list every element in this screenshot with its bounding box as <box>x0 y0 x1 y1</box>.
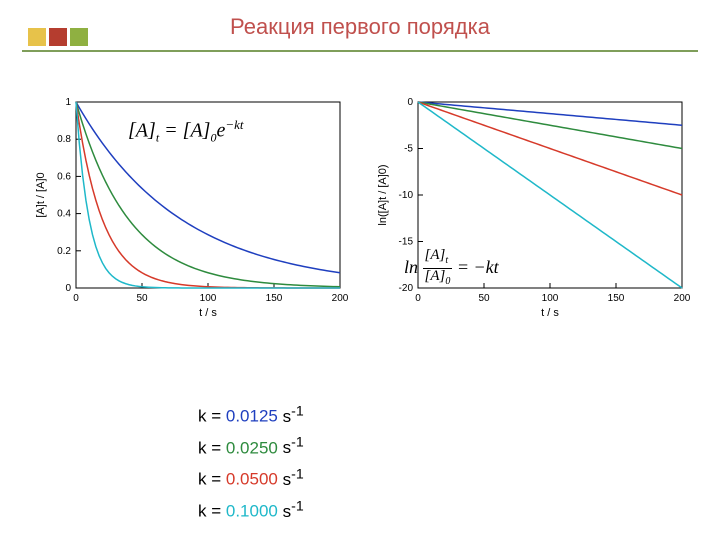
svg-text:100: 100 <box>542 293 559 304</box>
svg-text:0.4: 0.4 <box>57 209 71 220</box>
svg-text:0.2: 0.2 <box>57 246 71 257</box>
legend: k = 0.0125 s-1k = 0.0250 s-1k = 0.0500 s… <box>198 398 304 525</box>
equation-left: [A]t = [A]0e−kt <box>128 117 244 146</box>
svg-text:[A]t / [A]0: [A]t / [A]0 <box>35 172 47 217</box>
svg-text:-10: -10 <box>399 190 414 201</box>
svg-text:50: 50 <box>136 293 148 304</box>
svg-text:t / s: t / s <box>541 307 559 319</box>
page-title: Реакция первого порядка <box>0 14 720 40</box>
equation-right: ln [A]t [A]0 = −kt <box>404 247 499 288</box>
legend-item: k = 0.0250 s-1 <box>198 430 304 462</box>
svg-text:150: 150 <box>266 293 283 304</box>
legend-item: k = 0.0125 s-1 <box>198 398 304 430</box>
svg-text:0: 0 <box>65 283 71 294</box>
svg-text:150: 150 <box>608 293 625 304</box>
svg-text:0.8: 0.8 <box>57 134 71 145</box>
svg-text:-15: -15 <box>399 237 414 248</box>
svg-text:t / s: t / s <box>199 307 217 319</box>
svg-text:-5: -5 <box>404 144 413 155</box>
svg-text:0: 0 <box>73 293 79 304</box>
svg-text:1: 1 <box>65 97 71 108</box>
svg-text:50: 50 <box>478 293 490 304</box>
legend-item: k = 0.0500 s-1 <box>198 461 304 493</box>
svg-text:200: 200 <box>674 293 691 304</box>
legend-item: k = 0.1000 s-1 <box>198 493 304 525</box>
svg-text:0: 0 <box>407 97 413 108</box>
svg-text:ln([A]t / [A]0): ln([A]t / [A]0) <box>377 164 389 225</box>
svg-text:0.6: 0.6 <box>57 171 71 182</box>
title-underline <box>22 50 698 52</box>
svg-text:100: 100 <box>200 293 217 304</box>
svg-text:0: 0 <box>415 293 421 304</box>
svg-text:200: 200 <box>332 293 349 304</box>
